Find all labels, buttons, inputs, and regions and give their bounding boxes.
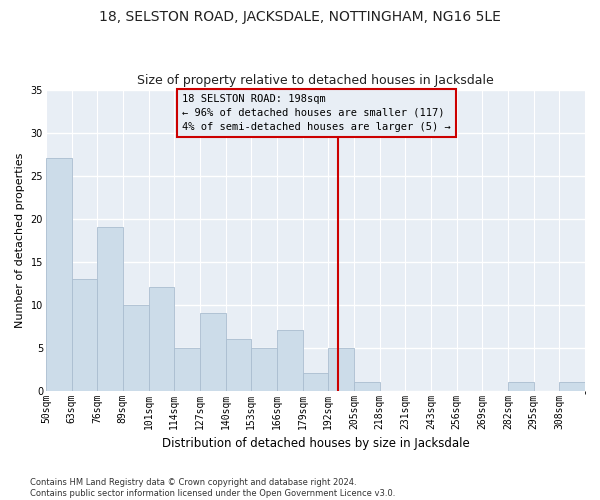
Bar — [200, 313, 226, 390]
Bar — [354, 382, 380, 390]
Bar — [123, 304, 149, 390]
Bar — [71, 279, 97, 390]
Text: 18, SELSTON ROAD, JACKSDALE, NOTTINGHAM, NG16 5LE: 18, SELSTON ROAD, JACKSDALE, NOTTINGHAM,… — [99, 10, 501, 24]
Title: Size of property relative to detached houses in Jacksdale: Size of property relative to detached ho… — [137, 74, 494, 87]
Bar — [508, 382, 533, 390]
Bar — [226, 339, 251, 390]
Y-axis label: Number of detached properties: Number of detached properties — [15, 152, 25, 328]
Bar — [277, 330, 302, 390]
Bar — [251, 348, 277, 391]
Bar — [559, 382, 585, 390]
Bar — [302, 374, 328, 390]
Bar — [174, 348, 200, 391]
Text: 18 SELSTON ROAD: 198sqm
← 96% of detached houses are smaller (117)
4% of semi-de: 18 SELSTON ROAD: 198sqm ← 96% of detache… — [182, 94, 451, 132]
Bar — [149, 288, 174, 391]
Bar — [97, 227, 123, 390]
Text: Contains HM Land Registry data © Crown copyright and database right 2024.
Contai: Contains HM Land Registry data © Crown c… — [30, 478, 395, 498]
Bar — [46, 158, 71, 390]
X-axis label: Distribution of detached houses by size in Jacksdale: Distribution of detached houses by size … — [161, 437, 469, 450]
Bar — [328, 348, 354, 391]
